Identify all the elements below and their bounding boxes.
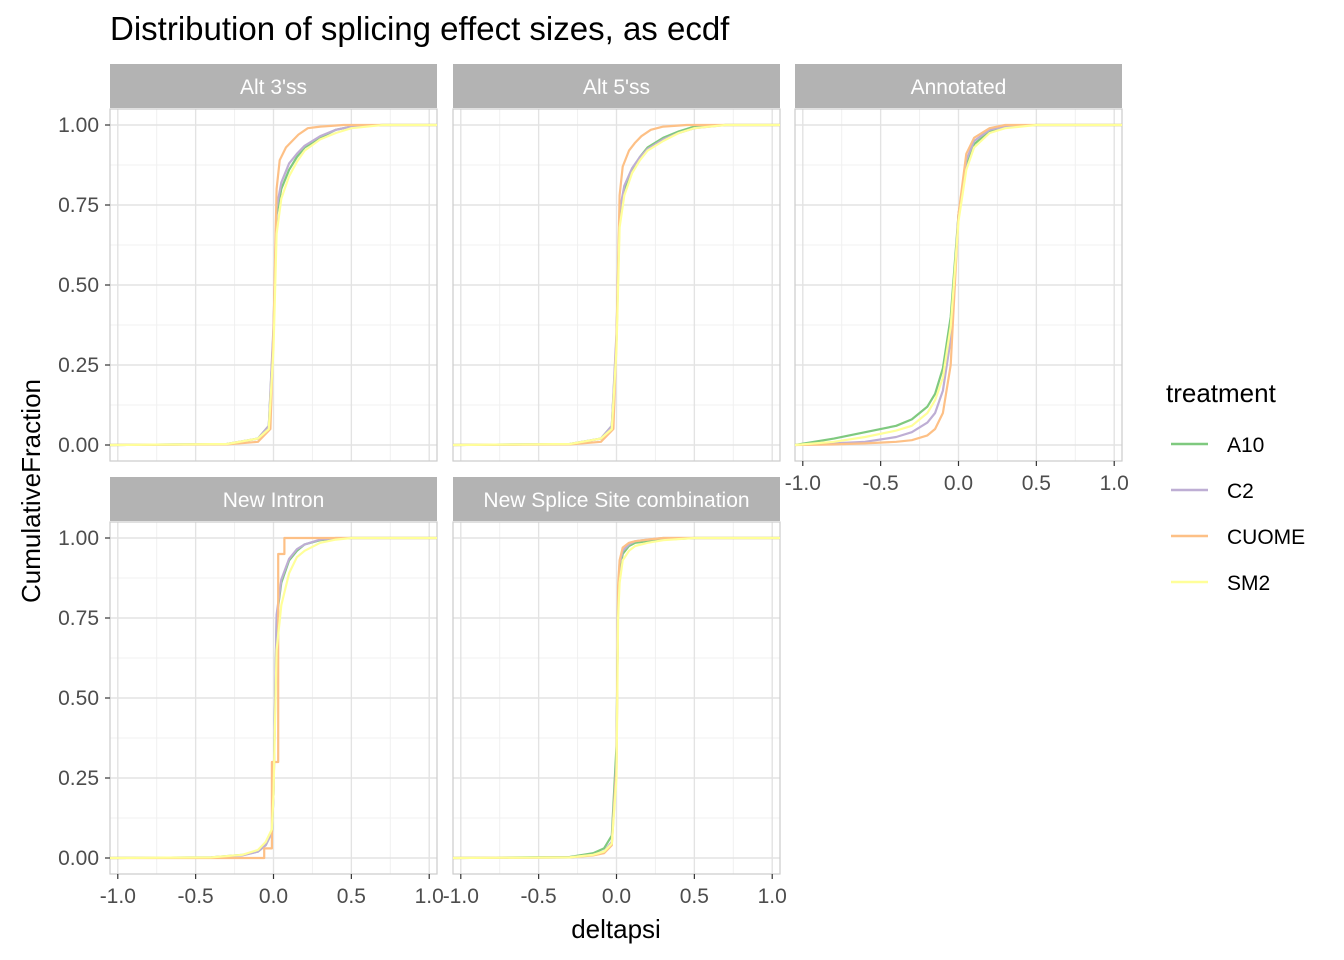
x-tick-label: -0.5 [178, 885, 214, 908]
series-line-cuome [452, 123, 780, 447]
x-tick-label: 0.0 [259, 885, 288, 908]
legend-items: A10 C2 CUOME SM2 [1171, 434, 1305, 595]
facet-panel: Alt 5'ss [452, 64, 781, 462]
legend-label-cuome: CUOME [1227, 526, 1305, 549]
legend: treatment A10 C2 CUOME SM2 [1166, 378, 1305, 595]
series-line-sm2 [452, 536, 780, 860]
facet-panel: New Splice Site combination -1.0 -0.5 0.0 0.… [443, 477, 787, 908]
series-line-cuome [794, 123, 1122, 447]
facet-strip [110, 477, 437, 521]
facet-panel: Alt 3'ss 0.00 0.25 0.50 0.75 1.00 [58, 64, 438, 462]
series-line-sm2 [794, 123, 1122, 447]
y-tick-label: 0.75 [58, 607, 99, 630]
series-line-sm2 [109, 123, 437, 447]
facet-strip [110, 64, 437, 108]
x-tick-label: -0.5 [521, 885, 557, 908]
x-tick-label: -1.0 [443, 885, 479, 908]
facet-strip [795, 64, 1122, 108]
facet-panels: Alt 3'ss 0.00 0.25 0.50 0.75 1.00 Alt 5'ss Anno… [58, 64, 1129, 908]
y-tick-label: 1.00 [58, 114, 99, 137]
x-tick-label: -1.0 [100, 885, 136, 908]
x-tick-label: 0.5 [680, 885, 709, 908]
y-tick-label: 0.25 [58, 767, 99, 790]
panel-border [452, 108, 781, 462]
x-tick-label: 0.0 [944, 472, 973, 495]
facet-strip-label: Alt 5'ss [583, 76, 650, 99]
y-tick-label: 0.50 [58, 687, 99, 710]
y-tick-label: 0.50 [58, 274, 99, 297]
facet-strip [453, 64, 780, 108]
x-axis-title: deltapsi [571, 914, 661, 944]
facet-strip-label: New Intron [223, 489, 325, 512]
y-tick-label: 0.00 [58, 434, 99, 457]
facet-panel: Annotated -1.0 -0.5 0.0 0.5 1.0 [785, 64, 1129, 495]
y-tick-label: 1.00 [58, 527, 99, 550]
legend-label-c2: C2 [1227, 480, 1254, 503]
facet-strip-label: New Splice Site combination [483, 489, 749, 512]
x-tick-label: 1.0 [1100, 472, 1129, 495]
series-line-sm2 [452, 123, 780, 447]
x-tick-label: 1.0 [415, 885, 444, 908]
x-tick-label: 0.5 [1022, 472, 1051, 495]
x-tick-label: 1.0 [758, 885, 787, 908]
facet-strip-label: Annotated [911, 76, 1007, 99]
y-tick-label: 0.75 [58, 194, 99, 217]
series-line-c2 [794, 123, 1122, 447]
facet-strip [453, 477, 780, 521]
facet-strip-label: Alt 3'ss [240, 76, 307, 99]
legend-title: treatment [1166, 378, 1277, 408]
series-line-sm2 [109, 536, 437, 860]
y-axis-title: CumulativeFraction [16, 379, 46, 603]
x-tick-label: 0.5 [337, 885, 366, 908]
x-tick-label: -0.5 [863, 472, 899, 495]
series-line-cuome [109, 123, 437, 447]
y-tick-label: 0.25 [58, 354, 99, 377]
legend-label-sm2: SM2 [1227, 572, 1270, 595]
facet-panel: New Intron 0.00 0.25 0.50 0.75 1.00 -1.0 -0.5 0.… [58, 477, 444, 908]
y-tick-label: 0.00 [58, 847, 99, 870]
x-tick-label: 0.0 [602, 885, 631, 908]
chart-title: Distribution of splicing effect sizes, a… [110, 10, 730, 47]
legend-label-a10: A10 [1227, 434, 1264, 457]
x-tick-label: -1.0 [785, 472, 821, 495]
